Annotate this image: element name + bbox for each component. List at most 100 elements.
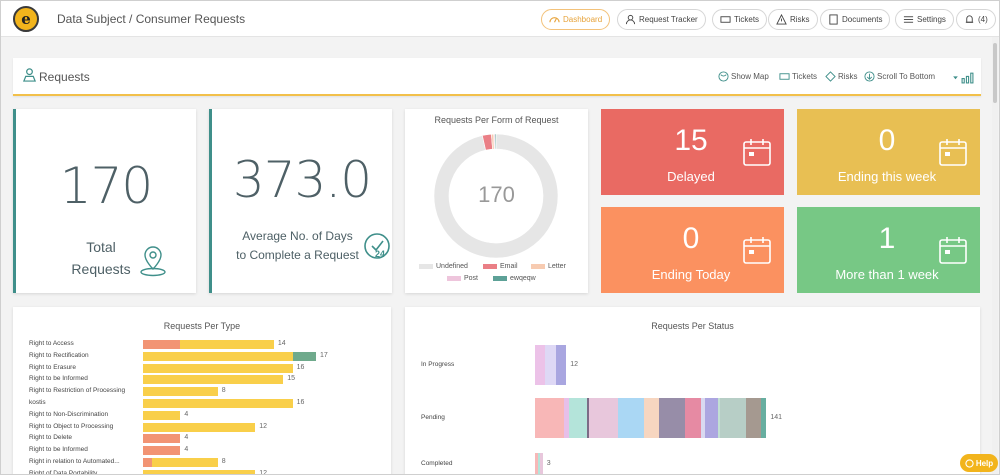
type-label: kostis [29, 399, 46, 406]
type-bar[interactable] [143, 351, 316, 361]
status-value-label: 141 [770, 414, 783, 421]
type-bar-segment[interactable] [143, 387, 218, 397]
type-value-label: 4 [184, 434, 189, 442]
stat-card-2[interactable]: 0 Ending Today [601, 207, 784, 293]
status-bar-segment[interactable] [535, 345, 546, 385]
status-bar[interactable] [535, 345, 567, 385]
requests-header-card: Requests Show Map Tickets Risks Scroll T… [13, 58, 981, 96]
donut-legend-item[interactable]: Post [447, 275, 478, 282]
type-label: Right to Restriction of Processing [29, 387, 126, 395]
status-bar-segment[interactable] [535, 398, 564, 438]
type-row: Right to Restriction of Processing 8 [13, 385, 391, 397]
status-bar[interactable] [535, 453, 543, 474]
status-bar-segment[interactable] [537, 453, 541, 474]
type-bar[interactable] [143, 469, 256, 474]
status-bar-segment[interactable] [761, 398, 767, 438]
type-bar-segment[interactable] [143, 458, 153, 467]
page-scrollbar[interactable] [992, 37, 998, 474]
status-bar-segment[interactable] [719, 398, 746, 438]
type-bar-segment[interactable] [152, 458, 218, 467]
status-bar-segment[interactable] [540, 453, 543, 474]
type-row: Right to be Informed 4 [13, 444, 391, 456]
nav-notifications-button[interactable]: (4) [956, 9, 996, 30]
bell-icon [965, 15, 974, 23]
status-bar-segment[interactable] [535, 453, 538, 474]
chart-menu-button[interactable] [952, 71, 974, 84]
type-bar-segment[interactable] [143, 446, 181, 456]
status-bar-segment[interactable] [717, 398, 720, 438]
type-bar[interactable] [143, 340, 274, 349]
type-bar[interactable] [143, 458, 218, 467]
type-label: Right to Access [29, 340, 74, 347]
nav-settings-button[interactable]: Settings [895, 9, 954, 30]
type-bar-segment[interactable] [143, 434, 181, 444]
scroll-to-bottom-link[interactable]: Scroll To Bottom [864, 71, 935, 82]
type-bar[interactable] [143, 363, 293, 373]
status-bar-segment[interactable] [589, 398, 618, 438]
type-bar[interactable] [143, 422, 256, 432]
status-bar-segment[interactable] [643, 398, 660, 438]
type-bar[interactable] [143, 434, 181, 444]
risks-link[interactable]: Risks [825, 71, 858, 82]
status-bar-segment[interactable] [568, 398, 587, 438]
type-bar-segment[interactable] [143, 410, 181, 420]
type-bar[interactable] [143, 399, 293, 408]
legend-swatch [493, 276, 507, 281]
nav-request-tracker-button[interactable]: Request Tracker [617, 9, 706, 30]
status-bar-segment[interactable] [685, 398, 701, 438]
type-bar-segment[interactable] [143, 375, 284, 385]
legend-label: ewqeqw [510, 275, 536, 282]
nav-documents-button[interactable]: Documents [820, 9, 891, 30]
type-bar-segment[interactable] [143, 399, 293, 408]
status-bar-segment[interactable] [659, 398, 686, 438]
type-bar-segment[interactable] [143, 422, 256, 432]
caret-down-icon [953, 76, 958, 80]
app-logo[interactable]: e [13, 6, 39, 32]
donut-legend-item[interactable]: Letter [531, 263, 566, 270]
type-bar[interactable] [143, 387, 218, 397]
type-bar[interactable] [143, 410, 181, 420]
type-bar-segment[interactable] [292, 351, 316, 361]
donut-slice-0[interactable] [433, 133, 559, 259]
type-bar-segment[interactable] [143, 363, 293, 373]
average-days-label-line1: Average No. of Days [242, 229, 353, 243]
donut-legend-item[interactable]: ewqeqw [493, 275, 536, 282]
donut-legend-item[interactable]: Email [483, 263, 518, 270]
type-label: Right to Non-Discrimination [29, 410, 109, 418]
status-bar-segment[interactable] [704, 398, 718, 438]
status-bar-segment[interactable] [586, 398, 590, 438]
status-bar-segment[interactable] [545, 345, 556, 385]
ticket-icon [720, 16, 731, 23]
help-button[interactable]: Help [960, 454, 998, 472]
type-chart-title: Requests Per Type [163, 321, 241, 331]
donut-slice-4[interactable] [494, 133, 497, 150]
total-requests-card: 170 Total Requests [13, 109, 196, 293]
type-bar[interactable] [143, 375, 284, 385]
show-map-link[interactable]: Show Map [718, 71, 769, 82]
status-bar-segment[interactable] [555, 345, 567, 385]
average-days-card: 373.0 Average No. of Days to Complete a … [209, 109, 392, 293]
scrollbar-thumb[interactable] [993, 43, 997, 103]
type-bar[interactable] [143, 446, 181, 456]
nav-risks-button[interactable]: Risks [768, 9, 818, 30]
globe-icon [718, 71, 729, 82]
stat-card-0[interactable]: 15 Delayed [601, 109, 784, 195]
type-bar-segment[interactable] [180, 340, 274, 349]
status-bar-segment[interactable] [700, 398, 705, 438]
type-bar-segment[interactable] [143, 351, 293, 361]
status-bar-segment[interactable] [617, 398, 644, 438]
status-bar[interactable] [535, 398, 767, 438]
type-bar-segment[interactable] [143, 469, 256, 474]
stat-card-3[interactable]: 1 More than 1 week [797, 207, 980, 293]
requests-per-type-card: Requests Per Type Right to Access 14 Right… [13, 307, 391, 475]
nav-tickets-button[interactable]: Tickets [712, 9, 768, 30]
tickets-link[interactable]: Tickets [779, 71, 817, 82]
status-bar-segment[interactable] [563, 398, 569, 438]
type-label: Right of Data Portability [29, 469, 98, 475]
stat-card-1[interactable]: 0 Ending this week [797, 109, 980, 195]
calendar-icon [743, 139, 771, 166]
status-bar-segment[interactable] [745, 398, 762, 438]
type-bar-segment[interactable] [143, 340, 181, 349]
nav-dashboard-button[interactable]: Dashboard [541, 9, 611, 30]
donut-legend-item[interactable]: Undefined [419, 263, 468, 270]
